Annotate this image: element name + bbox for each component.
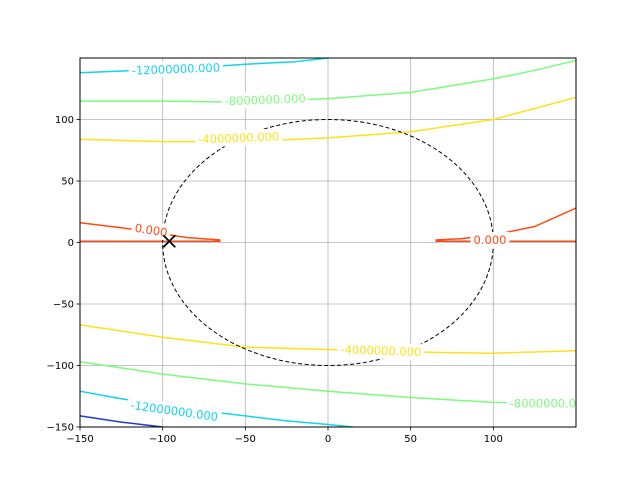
- contour-label-text: 0.000: [474, 233, 507, 247]
- contour-label-text: -8000000.000: [224, 91, 305, 108]
- contour-line: [80, 96, 576, 143]
- contour-label: -12000000.000: [128, 59, 224, 79]
- contour-label-text: -12000000.000: [130, 398, 219, 424]
- x-tick-label: 0: [325, 434, 331, 445]
- y-tick-label: 0: [68, 238, 74, 249]
- x-tick-label: −150: [66, 434, 93, 445]
- axes: −150 −100 −50 0 50 100 −150 −100 −50 0 50 100: [47, 115, 503, 445]
- x-tick-label: 50: [404, 434, 417, 445]
- contour-labels: -12000000.000-8000000.000-4000000.0000.0…: [126, 59, 580, 426]
- contour-label-background: [470, 232, 510, 249]
- contour-label-background: [194, 128, 283, 148]
- contour-line: [80, 415, 163, 427]
- y-tick-label: −50: [53, 300, 74, 311]
- contour-label-text: -8000000.0: [510, 397, 576, 411]
- contour-label: -4000000.000: [194, 128, 283, 148]
- y-tick-label: 100: [55, 115, 74, 126]
- contour-label-text: 0.000: [134, 221, 169, 240]
- x-tick-label: 100: [484, 434, 503, 445]
- contour-label: 0.000: [130, 219, 172, 242]
- contour-label-text: -4000000.000: [340, 342, 421, 359]
- contour-label-background: [128, 59, 224, 79]
- contour-line: [80, 361, 576, 405]
- contour-label-text: -4000000.000: [198, 130, 279, 147]
- y-tick-label: −100: [47, 361, 74, 372]
- contour-label-background: [337, 341, 425, 361]
- contour-label: 0.000: [470, 232, 510, 249]
- contour-label: -8000000.0: [506, 395, 580, 412]
- contour-label: -8000000.000: [221, 90, 309, 110]
- contour-label: -12000000.000: [126, 396, 223, 426]
- contour-line: [80, 59, 576, 104]
- contour-label-background: [506, 395, 580, 412]
- contour-line: [80, 324, 576, 354]
- contour-label: -4000000.000: [337, 341, 425, 361]
- contour-label-text: -12000000.000: [132, 61, 221, 78]
- x-tick-label: −100: [149, 434, 176, 445]
- contour-line: [80, 390, 353, 427]
- x-marker: [162, 234, 176, 248]
- x-tick-label: −50: [235, 434, 256, 445]
- marker-layer: [162, 234, 176, 248]
- contour-label-background: [221, 90, 309, 110]
- y-tick-label: 50: [61, 177, 74, 188]
- contour-label-background: [130, 219, 172, 242]
- y-tick-label: −150: [47, 423, 74, 434]
- contour-label-background: [126, 396, 223, 426]
